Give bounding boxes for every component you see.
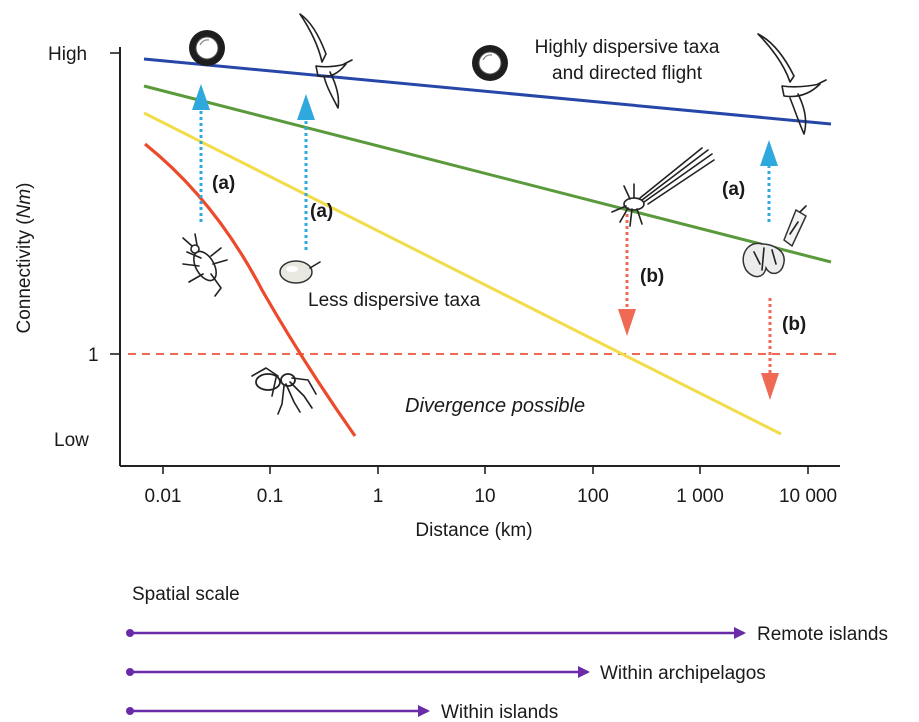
y-axis-label: Connectivity (Nm) — [14, 183, 35, 334]
leaf-icon — [742, 205, 807, 278]
x-tick-label: 0.01 — [145, 486, 182, 507]
arrow-a-3 — [760, 140, 778, 222]
arrow-b-1 — [618, 214, 636, 336]
arrow-b-label: (b) — [782, 314, 806, 335]
annotation-less-dispersive: Less dispersive taxa — [308, 290, 481, 311]
annotation-directed-flight: and directed flight — [552, 63, 703, 84]
arrow-b-2 — [761, 298, 779, 400]
annotation-divergence: Divergence possible — [405, 395, 585, 417]
beetle-icon — [182, 233, 228, 297]
arrow-a-1 — [192, 84, 210, 222]
x-tick-marks — [162, 466, 809, 474]
x-tick-label: 100 — [577, 486, 609, 507]
arrow-b-label: (b) — [640, 266, 664, 287]
seed-icon — [279, 260, 321, 284]
arrow-a-2 — [297, 94, 315, 250]
scale-label-within-archipelagos: Within archipelagos — [600, 663, 766, 684]
x-tick-labels: 0.01 0.1 1 10 100 1 000 10 000 — [145, 486, 838, 507]
scale-arrow-remote-islands: Remote islands — [126, 624, 888, 645]
bird-icon — [299, 13, 353, 109]
x-tick-label: 10 000 — [779, 486, 837, 507]
x-tick-label: 10 — [474, 486, 495, 507]
y-low-label: Low — [54, 430, 89, 451]
coconut-icon — [189, 30, 225, 66]
arrow-a-label: (a) — [212, 173, 235, 194]
annotation-highly-dispersive: Highly dispersive taxa — [535, 37, 720, 58]
arrow-a-label: (a) — [722, 179, 745, 200]
coconut-icon — [472, 45, 508, 81]
scale-arrow-within-islands: Within islands — [126, 702, 558, 722]
curve-highly-dispersive — [143, 57, 832, 126]
bird-icon — [757, 33, 827, 135]
x-tick-label: 1 — [373, 486, 384, 507]
curve-less-dispersive — [143, 111, 782, 436]
spatial-scale-title: Spatial scale — [132, 584, 240, 605]
scale-label-remote-islands: Remote islands — [757, 624, 888, 645]
x-axis-label: Distance (km) — [415, 520, 532, 541]
x-tick-label: 0.1 — [257, 486, 283, 507]
y-high-label: High — [48, 44, 87, 65]
y-one-label: 1 — [88, 345, 99, 366]
moth-icon — [611, 147, 715, 227]
arrow-a-label: (a) — [310, 201, 333, 222]
spider-icon — [251, 367, 317, 415]
scale-label-within-islands: Within islands — [441, 702, 558, 722]
scale-arrow-within-archipelagos: Within archipelagos — [126, 663, 766, 684]
x-tick-label: 1 000 — [676, 486, 724, 507]
curve-dispersive — [143, 84, 832, 264]
curve-least-dispersive — [144, 142, 357, 437]
